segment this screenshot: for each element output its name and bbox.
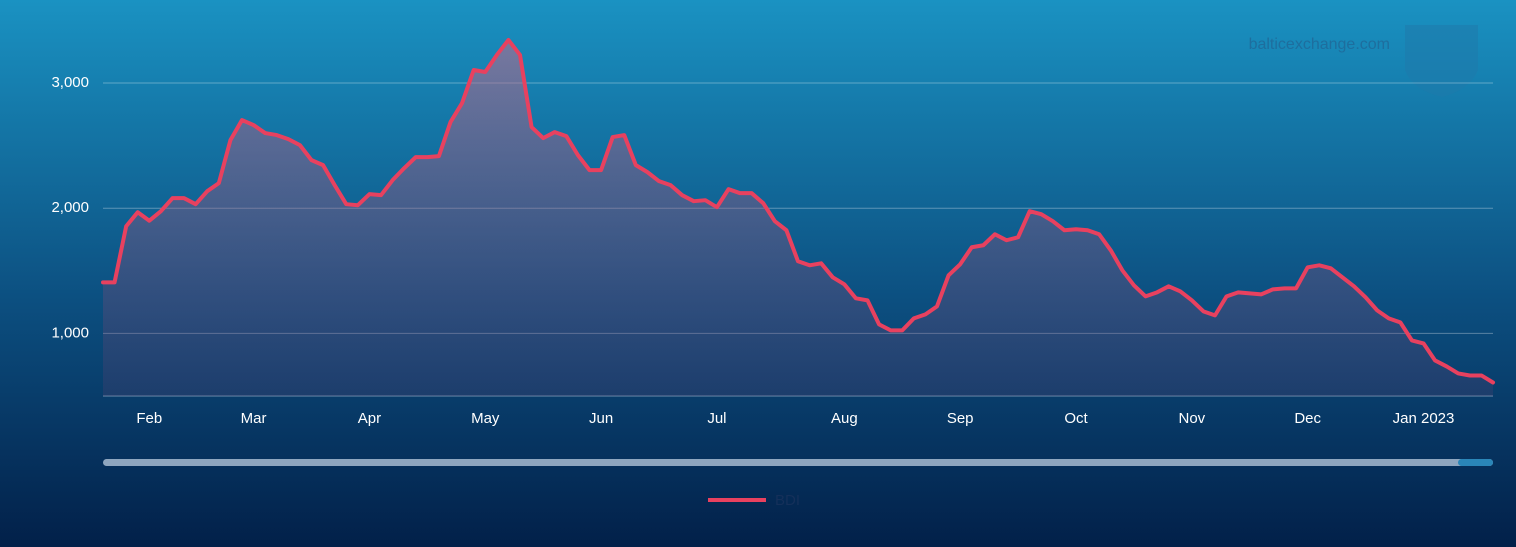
y-tick-label: 3,000 [51,74,89,91]
logo [1405,25,1478,97]
scrollbar-track[interactable] [103,459,1493,466]
watermark: balticexchange.com [1249,36,1390,53]
x-tick-label: Jan 2023 [1393,410,1455,427]
x-tick-label: Oct [1064,410,1088,427]
x-tick-label: Nov [1178,410,1205,427]
x-tick-label: Feb [136,410,162,427]
x-tick-label: Aug [831,410,858,427]
y-tick-label: 2,000 [51,199,89,216]
x-tick-label: Jul [707,410,726,427]
x-tick-label: Mar [241,410,267,427]
x-tick-label: Jun [589,410,613,427]
x-tick-label: Sep [947,410,974,427]
legend-label: BDI [775,492,800,509]
y-tick-label: 1,000 [51,324,89,341]
line [101,37,1495,385]
scrollbar-end[interactable] [1458,459,1493,466]
x-tick-label: Dec [1294,410,1321,427]
x-tick-label: May [471,410,500,427]
x-tick-label: Apr [358,410,381,427]
area [103,39,1493,397]
